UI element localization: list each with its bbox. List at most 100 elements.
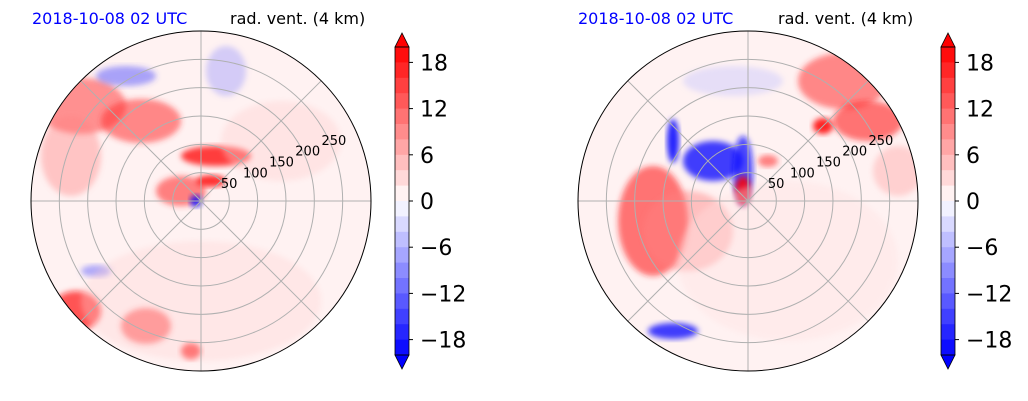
colorbar-level — [395, 293, 409, 310]
azimuth-spoke — [200, 80, 322, 202]
panel-right-polar-grid — [577, 30, 919, 372]
colorbar-tick-label: 18 — [420, 51, 448, 76]
velocity-feature — [758, 155, 778, 167]
velocity-feature — [798, 53, 888, 109]
colorbar-level — [941, 139, 955, 156]
colorbar-tick-label: −6 — [966, 236, 998, 261]
panel-right-title-date: 2018-10-08 02 UTC — [578, 9, 733, 28]
colorbar-level — [941, 339, 955, 356]
colorbar-level — [941, 201, 955, 217]
colorbar-tick-label: 6 — [420, 144, 434, 169]
colorbar-level — [395, 262, 409, 279]
azimuth-spoke — [627, 200, 749, 322]
colorbar-level — [941, 93, 955, 110]
colorbar-level — [941, 170, 955, 187]
azimuth-spoke — [627, 80, 749, 202]
colorbar-tick-label: 12 — [420, 98, 448, 123]
panel-right-title-variable: rad. vent. (4 km) — [778, 9, 913, 28]
panel-left-colorbar: 18 12 6 0 −6 −12 −18 — [394, 32, 466, 370]
colorbar-tick-label: 18 — [966, 51, 994, 76]
velocity-feature — [833, 101, 903, 141]
colorbar-level — [941, 216, 955, 233]
azimuth-spoke — [747, 200, 869, 322]
colorbar-level — [395, 47, 409, 63]
colorbar-tick-label: 0 — [966, 190, 980, 215]
panel-left-polar-grid — [30, 30, 372, 372]
colorbar-level — [941, 124, 955, 140]
colorbar-tick-label: 6 — [966, 144, 980, 169]
velocity-feature — [648, 323, 698, 339]
panel-left: 2018-10-08 02 UTC rad. vent. (4 km) 50 10… — [30, 9, 466, 372]
colorbar-tick-label: 12 — [966, 98, 994, 123]
colorbar-level — [941, 247, 955, 264]
colorbar-level — [395, 324, 409, 341]
azimuth-spoke — [200, 200, 322, 322]
colorbar-level — [395, 201, 409, 217]
velocity-feature — [96, 66, 156, 86]
colorbar-level — [395, 247, 409, 264]
radial-tick-label: 200 — [842, 145, 867, 160]
colorbar-tick-label: −12 — [420, 282, 466, 307]
colorbar-level — [395, 124, 409, 140]
panel-left-title-date: 2018-10-08 02 UTC — [32, 9, 187, 28]
colorbar-extend-min — [394, 354, 410, 370]
panel-right-colorbar: 18 12 6 0 −6 −12 −18 — [940, 32, 1012, 370]
colorbar-level — [941, 77, 955, 94]
radial-tick-label: 50 — [768, 177, 785, 192]
radial-tick-label: 200 — [295, 145, 320, 160]
colorbar-level — [395, 339, 409, 356]
colorbar-level — [395, 308, 409, 325]
colorbar-level — [395, 77, 409, 94]
colorbar-level — [941, 324, 955, 341]
colorbar-level — [941, 185, 955, 202]
colorbar-level — [941, 308, 955, 325]
azimuth-spoke — [747, 80, 869, 202]
colorbar-level — [395, 185, 409, 202]
colorbar-level — [941, 62, 955, 79]
colorbar-level — [941, 108, 955, 125]
colorbar-level — [395, 216, 409, 233]
velocity-feature — [873, 146, 918, 196]
velocity-feature — [667, 119, 679, 163]
colorbar-extend-min — [940, 354, 956, 370]
radial-tick-label: 50 — [221, 177, 238, 192]
velocity-feature — [221, 101, 341, 181]
colorbar-level — [941, 262, 955, 279]
velocity-feature — [101, 99, 181, 143]
radial-tick-label: 150 — [269, 155, 294, 170]
radar-disc-border — [577, 30, 919, 372]
colorbar-level — [395, 154, 409, 171]
colorbar-tick-label: −12 — [966, 282, 1012, 307]
radial-tick-label: 100 — [790, 166, 815, 181]
colorbar-level — [395, 139, 409, 156]
colorbar-level — [395, 108, 409, 125]
radar-disc-border — [30, 30, 372, 372]
radial-tick-label: 100 — [243, 166, 268, 181]
velocity-feature — [678, 181, 898, 341]
colorbar-level — [395, 278, 409, 294]
colorbar-level — [941, 154, 955, 171]
panel-right: 2018-10-08 02 UTC rad. vent. (4 km) 50 10… — [577, 9, 1012, 372]
colorbar-level — [395, 170, 409, 187]
radial-tick-label: 250 — [321, 134, 346, 149]
radial-tick-label: 150 — [816, 155, 841, 170]
colorbar-level — [395, 231, 409, 248]
panel-left-title-variable: rad. vent. (4 km) — [230, 9, 365, 28]
colorbar-tick-label: −18 — [420, 329, 466, 354]
colorbar-level — [395, 62, 409, 79]
azimuth-spoke — [80, 200, 202, 322]
colorbar-level — [395, 93, 409, 110]
colorbar-tick-label: 0 — [420, 190, 434, 215]
colorbar-level — [941, 278, 955, 294]
colorbar-level — [941, 293, 955, 310]
velocity-feature — [206, 46, 246, 96]
colorbar-tick-label: −18 — [966, 329, 1012, 354]
velocity-feature — [41, 116, 101, 196]
velocity-feature — [683, 66, 783, 96]
colorbar-extend-max — [940, 32, 956, 48]
colorbar-tick-label: −6 — [420, 236, 452, 261]
colorbar-level — [941, 231, 955, 248]
